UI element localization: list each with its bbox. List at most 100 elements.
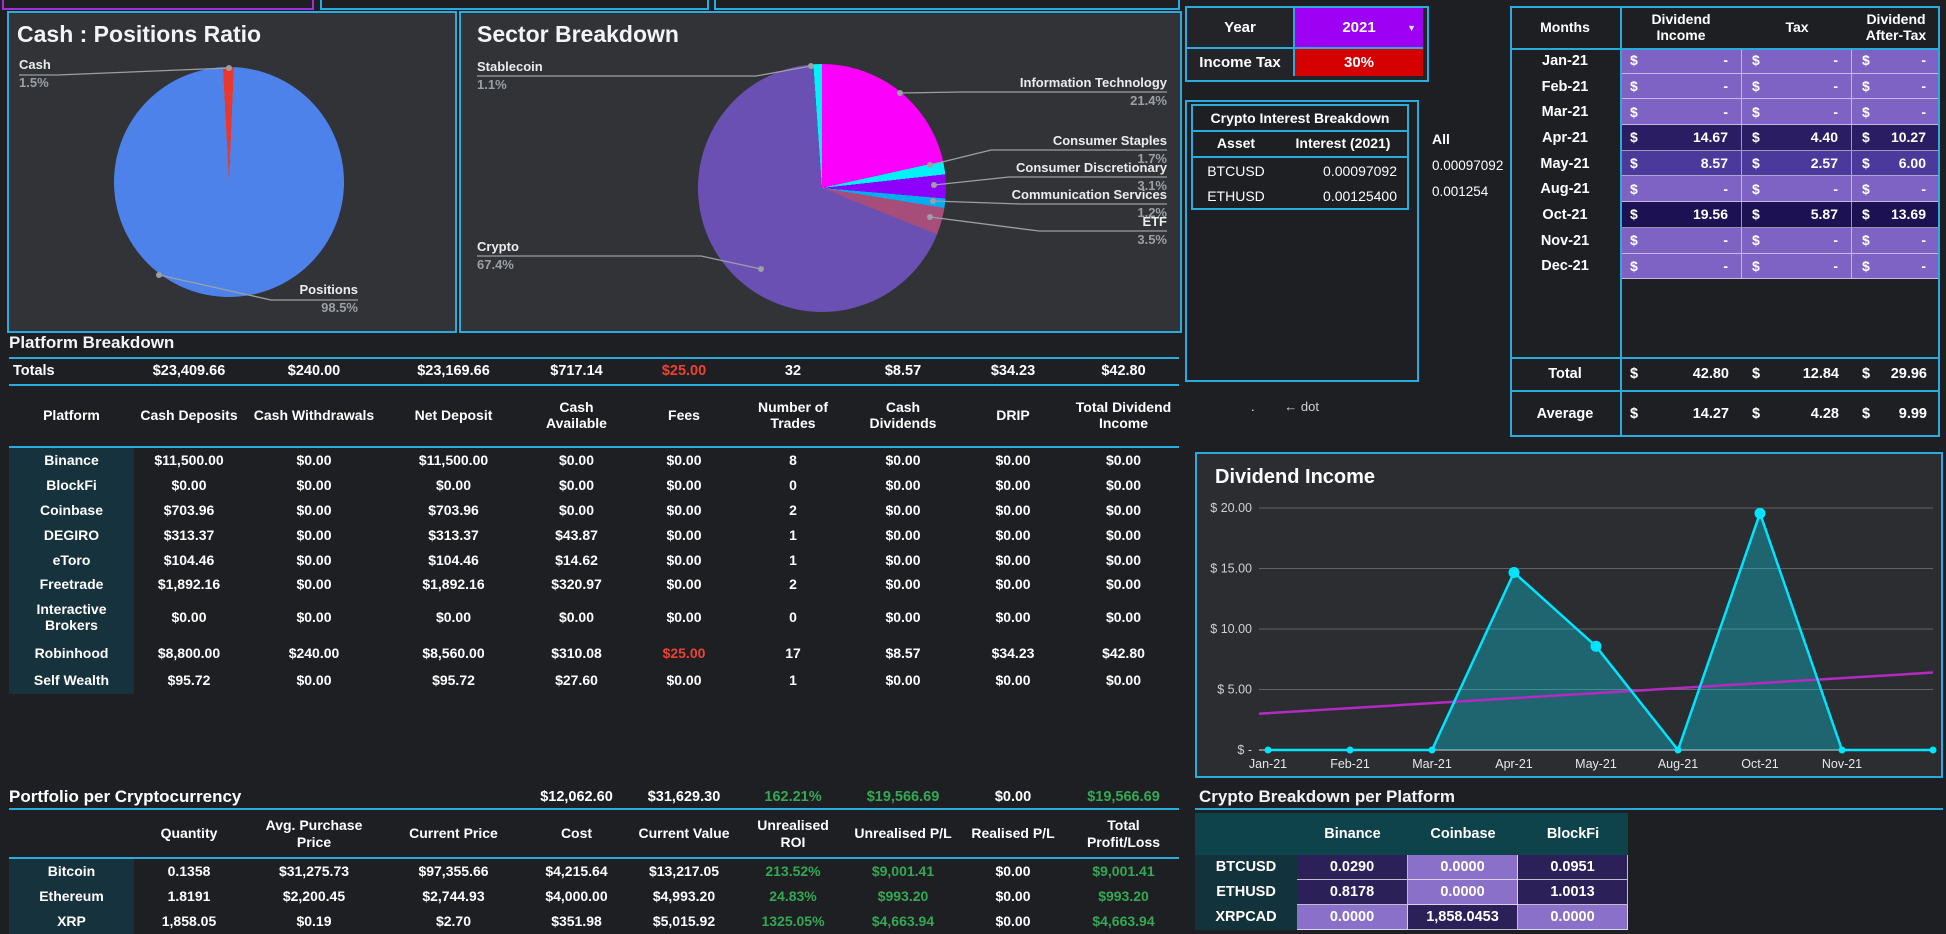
sector-breakdown-panel: Sector Breakdown Information Technology 2…	[459, 11, 1182, 333]
table-cell: $5.87	[1742, 202, 1852, 228]
currency-sign: $	[1752, 232, 1760, 249]
table-row: BlockFi $0.00 $0.00 $0.00 $0.00 $0.00 0 $0.00 $0…	[9, 473, 1179, 498]
table-cell: $0.00	[995, 476, 1031, 493]
row-label: XRP	[9, 909, 134, 934]
table-cell: $703.96	[163, 501, 215, 518]
table-cell: 2	[789, 501, 797, 518]
row-label: Total	[1548, 365, 1582, 382]
table-cell: $4,215.64	[545, 862, 608, 879]
svg-text:Jan-21: Jan-21	[1249, 757, 1287, 771]
currency-sign: $	[1752, 180, 1760, 197]
table-cell: $0.00	[1105, 609, 1142, 626]
row-label: DEGIRO	[9, 523, 134, 548]
table-cell: $13.69	[1852, 202, 1940, 228]
cell-value: 13.69	[1890, 206, 1926, 223]
currency-sign: $	[1630, 365, 1639, 382]
pie-label: ETF 3.5%	[1137, 214, 1167, 247]
currency-sign: $	[1752, 257, 1760, 274]
table-cell: $8,560.00	[422, 644, 485, 661]
months-average-row: Average $14.27 $4.28 $9.99	[1510, 390, 1940, 437]
cell-value: 2.57	[1810, 155, 1838, 172]
pie-label: Positions 98.5%	[299, 282, 358, 315]
table-cell: $ -	[1742, 176, 1852, 203]
table-cell: $0.00	[1105, 476, 1142, 493]
cell-value: -	[1921, 180, 1926, 197]
table-cell: $11,500.00	[154, 451, 224, 468]
table-cell: $ -	[1852, 48, 1940, 74]
pie-label-name: Cash	[19, 57, 51, 72]
dividend-income-chart: $ - $ 5.00 $ 10.00 $ 15.00 $ 20.00 Jan-21 Feb-…	[1210, 501, 1937, 771]
table-cell: $4.40	[1742, 125, 1852, 151]
column-header: Current Price	[409, 825, 498, 842]
divider	[9, 808, 1179, 810]
table-cell: 0.0000	[1518, 905, 1628, 930]
currency-sign: $	[1630, 103, 1638, 120]
currency-sign: $	[1630, 52, 1638, 69]
table-cell: $4.28	[1742, 390, 1852, 437]
cell-value: -	[1723, 78, 1728, 95]
income-tax-value[interactable]: 30%	[1295, 49, 1423, 76]
table-cell: $0.00	[885, 672, 921, 689]
table-row: Oct-21 $19.56 $5.87 $13.69	[1510, 202, 1940, 228]
cutoff-box-cyan-1	[320, 0, 709, 10]
year-label: Year	[1224, 19, 1256, 36]
column-header: Realised P/L	[971, 825, 1055, 842]
asset-cell: BTCUSD	[1207, 162, 1265, 179]
column-header: Unrealised P/L	[854, 825, 952, 842]
cash-positions-panel: Cash : Positions Ratio Cash 1.5% Positions…	[7, 11, 457, 333]
table-cell: $27.60	[555, 672, 598, 689]
table-cell: $0.00	[558, 451, 595, 468]
cell-value: 42.80	[1692, 365, 1729, 382]
column-header: BlockFi	[1546, 825, 1600, 842]
svg-text:Nov-21: Nov-21	[1822, 757, 1862, 771]
divider	[1510, 357, 1940, 359]
table-cell: $0.00	[995, 576, 1031, 593]
table-cell: $ -	[1620, 176, 1742, 203]
pie-label-name: ETF	[1142, 214, 1167, 229]
table-row: BTCUSD 0.0290 0.0000 0.0951	[1195, 855, 1628, 880]
table-cell: $0.00	[296, 501, 332, 518]
cash-positions-pie	[114, 67, 344, 297]
pie-label: Stablecoin 1.1%	[477, 59, 543, 92]
table-cell: $0.00	[995, 526, 1031, 543]
table-cell: $8.57	[885, 644, 921, 661]
cell-value: 8.57	[1700, 155, 1728, 172]
currency-sign: $	[1752, 103, 1760, 120]
table-row: Self Wealth $95.72 $0.00 $95.72 $27.60 $0.00 1…	[9, 668, 1179, 694]
pie-label-name: Consumer Staples	[1052, 133, 1167, 148]
cash-positions-title: Cash : Positions Ratio	[17, 21, 262, 47]
table-cell: 1325.05%	[761, 912, 825, 929]
row-label: Average	[1536, 405, 1594, 422]
table-cell: $0.00	[995, 912, 1031, 929]
interest-cell: 0.00097092	[1323, 162, 1397, 179]
currency-sign: $	[1862, 129, 1870, 146]
table-row: Apr-21 $14.67 $4.40 $10.27	[1510, 125, 1940, 151]
table-cell: $0.00	[1105, 551, 1142, 568]
cutoff-box-cyan-2	[714, 0, 1180, 10]
table-cell: $13,217.05	[648, 862, 720, 879]
year-dropdown[interactable]: 2021 ▼	[1295, 8, 1423, 47]
row-label: Oct-21	[1542, 206, 1588, 223]
crypto-platform-body: BTCUSD 0.0290 0.0000 0.0951 ETHUSD 0.8178 0.00…	[1195, 855, 1628, 930]
portfolio-total-cell: 162.21%	[764, 788, 822, 805]
table-row: Binance $11,500.00 $0.00 $11,500.00 $0.00 $0.…	[9, 448, 1179, 473]
portfolio-total-cell: $12,062.60	[540, 788, 613, 805]
table-cell: 8	[789, 451, 797, 468]
divider	[1510, 48, 1940, 50]
crypto-platform-header: Binance Coinbase BlockFi	[1195, 813, 1628, 855]
table-cell: $ -	[1620, 73, 1742, 100]
currency-sign: $	[1752, 78, 1760, 95]
cell-value: 12.84	[1802, 365, 1839, 382]
table-cell: 1	[789, 526, 797, 543]
column-header: Number of Trades	[758, 398, 828, 431]
table-cell: $ -	[1620, 48, 1742, 74]
table-cell: $0.00	[171, 609, 207, 626]
table-row: Mar-21 $ - $ - $ -	[1510, 99, 1940, 126]
table-cell: $0.00	[995, 862, 1031, 879]
totals-cell: $8.57	[884, 363, 922, 380]
row-label: Jan-21	[1542, 52, 1588, 69]
cell-value: -	[1833, 103, 1838, 120]
column-header: Fees	[668, 406, 700, 423]
row-label: Apr-21	[1542, 129, 1588, 146]
currency-sign: $	[1862, 52, 1870, 69]
